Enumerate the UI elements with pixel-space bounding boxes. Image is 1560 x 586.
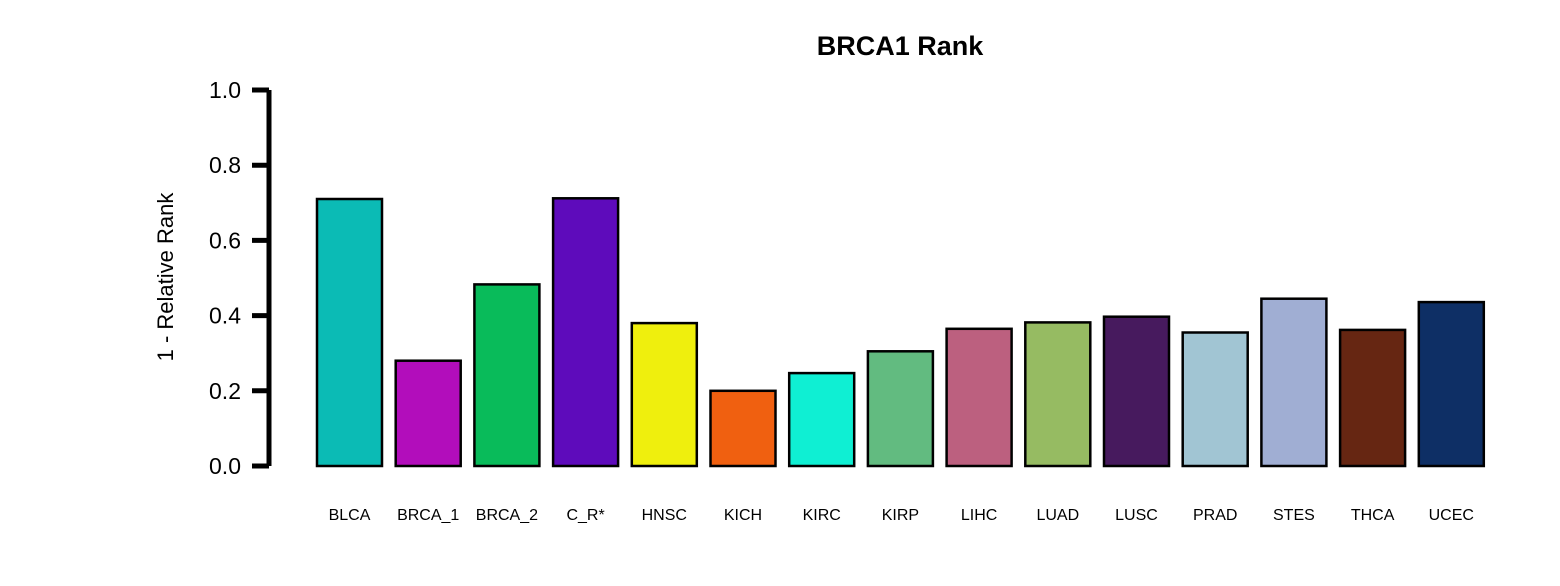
x-tick-label: BRCA_2 xyxy=(476,507,538,524)
x-tick-labels: BLCA BRCA_1 BRCA_2 C_R* HNSC KICH KIRC KIRP LIHC… xyxy=(329,507,1474,524)
bars-group xyxy=(315,197,1486,468)
x-tick-label: KIRP xyxy=(882,507,919,524)
bar-thca xyxy=(1338,328,1407,468)
x-tick-label: HNSC xyxy=(642,507,687,524)
x-tick-label: BRCA_1 xyxy=(397,507,459,524)
x-tick-label: PRAD xyxy=(1193,507,1237,524)
bar-lusc xyxy=(1102,315,1171,468)
bar-kich xyxy=(709,389,777,468)
bar-prad xyxy=(1181,331,1249,468)
bar-stes xyxy=(1260,297,1328,468)
bar-kirp xyxy=(866,350,935,468)
x-tick-label: UCEC xyxy=(1429,507,1474,524)
bar-brca-2 xyxy=(473,283,541,468)
x-tick-label: THCA xyxy=(1351,507,1395,524)
x-tick-label: BLCA xyxy=(329,507,371,524)
x-tick-label: LIHC xyxy=(961,507,997,524)
bar-brca-1 xyxy=(394,359,462,468)
x-tick-label: STES xyxy=(1273,507,1315,524)
bar-luad xyxy=(1024,321,1092,468)
y-tick-label: 0.6 xyxy=(209,227,241,253)
bar-blca xyxy=(315,197,384,468)
x-tick-label: KICH xyxy=(724,507,762,524)
y-axis-label: 1 - Relative Rank xyxy=(153,192,178,362)
y-tick-label: 0.2 xyxy=(209,378,241,404)
chart-title: BRCA1 Rank xyxy=(817,31,985,61)
y-tick-label: 0.0 xyxy=(209,453,241,479)
x-tick-label: LUSC xyxy=(1115,507,1158,524)
x-tick-label: LUAD xyxy=(1036,507,1079,524)
bar-kirc xyxy=(787,371,856,468)
bar-lihc xyxy=(945,327,1013,468)
y-axis: 0.0 0.2 0.4 0.6 0.8 1.0 xyxy=(209,77,272,479)
y-tick-label: 0.8 xyxy=(209,152,241,178)
bar-hnsc xyxy=(630,321,699,468)
y-tick-label: 0.4 xyxy=(209,303,241,329)
x-tick-label: KIRC xyxy=(803,507,841,524)
bar-ucec xyxy=(1417,300,1486,468)
bar-c-r- xyxy=(551,197,620,468)
x-tick-label: C_R* xyxy=(566,507,604,524)
y-tick-label: 1.0 xyxy=(209,77,241,103)
